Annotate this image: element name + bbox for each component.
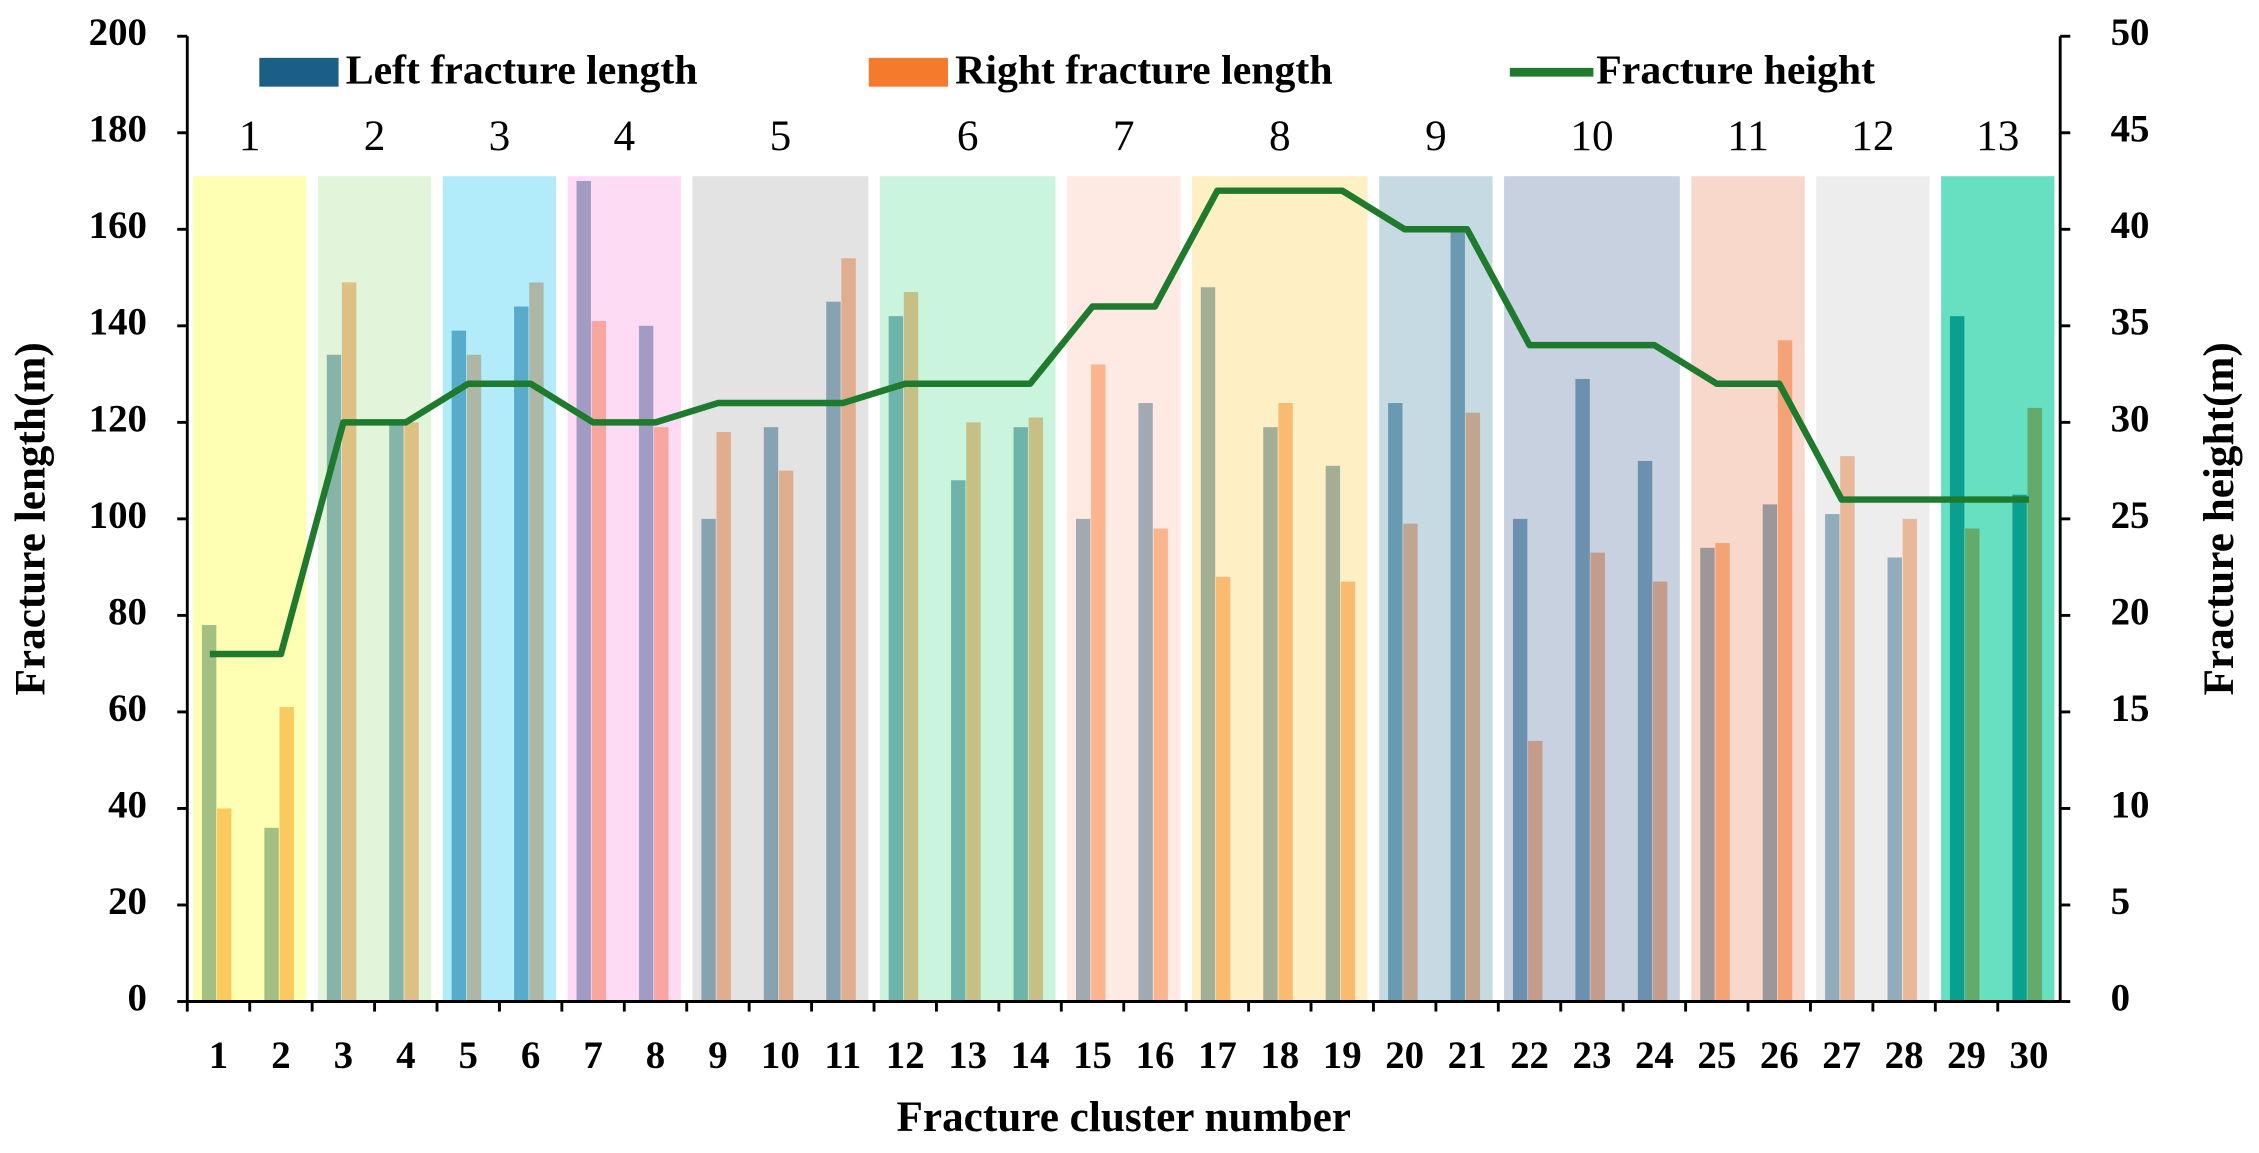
y-tick-label: 140 bbox=[89, 301, 147, 344]
x-tick-label: 14 bbox=[1011, 1034, 1050, 1077]
x-tick-label: 26 bbox=[1760, 1034, 1799, 1077]
stage-zone bbox=[317, 176, 432, 1002]
x-tick-label: 9 bbox=[708, 1034, 727, 1077]
y2-tick-label: 5 bbox=[2111, 880, 2130, 923]
y-tick-label: 180 bbox=[89, 108, 147, 151]
x-tick-label: 30 bbox=[2010, 1034, 2049, 1077]
stage-label: 12 bbox=[1851, 112, 1894, 160]
y2-tick-label: 15 bbox=[2111, 687, 2150, 730]
stage-zone bbox=[1941, 176, 2055, 1002]
y-axis-title: Fracture length(m) bbox=[6, 342, 54, 695]
y2-tick-label: 0 bbox=[2111, 976, 2130, 1019]
stage-zone bbox=[1504, 176, 1680, 1002]
x-tick-label: 8 bbox=[646, 1034, 665, 1077]
y-tick-label: 60 bbox=[108, 687, 147, 730]
stage-zone bbox=[1691, 176, 1805, 1002]
y2-tick-label: 45 bbox=[2111, 108, 2150, 151]
stage-label: 3 bbox=[489, 112, 511, 160]
stage-zone bbox=[567, 176, 681, 1002]
stage-label: 10 bbox=[1570, 112, 1613, 160]
x-tick-label: 23 bbox=[1573, 1034, 1612, 1077]
x-tick-label: 2 bbox=[271, 1034, 290, 1077]
x-tick-label: 12 bbox=[886, 1034, 925, 1077]
y-tick-label: 100 bbox=[89, 494, 147, 537]
stage-zone bbox=[879, 176, 1056, 1002]
legend-label: Right fracture length bbox=[955, 47, 1332, 93]
stage-label: 2 bbox=[364, 112, 386, 160]
x-tick-label: 15 bbox=[1073, 1034, 1112, 1077]
stage-label: 11 bbox=[1727, 112, 1769, 160]
stage-zone bbox=[1191, 176, 1368, 1002]
stage-label: 5 bbox=[770, 112, 792, 160]
x-tick-label: 22 bbox=[1510, 1034, 1549, 1077]
y2-tick-label: 50 bbox=[2111, 11, 2150, 54]
x-tick-label: 28 bbox=[1885, 1034, 1924, 1077]
y-tick-label: 20 bbox=[108, 880, 147, 923]
stage-label: 4 bbox=[613, 112, 635, 160]
y-tick-label: 80 bbox=[108, 590, 147, 633]
x-tick-label: 25 bbox=[1697, 1034, 1736, 1077]
stage-zone bbox=[1816, 176, 1930, 1002]
y-tick-label: 160 bbox=[89, 204, 147, 247]
y2-tick-label: 40 bbox=[2111, 204, 2150, 247]
y2-tick-label: 35 bbox=[2111, 301, 2150, 344]
stage-zone bbox=[1067, 176, 1181, 1002]
stage-label: 1 bbox=[239, 112, 261, 160]
x-tick-label: 10 bbox=[761, 1034, 800, 1077]
x-tick-label: 1 bbox=[209, 1034, 228, 1077]
legend-label: Left fracture length bbox=[346, 47, 698, 93]
x-tick-label: 18 bbox=[1260, 1034, 1299, 1077]
y2-tick-label: 30 bbox=[2111, 397, 2150, 440]
y-tick-label: 120 bbox=[89, 397, 147, 440]
y2-tick-label: 25 bbox=[2111, 494, 2150, 537]
x-tick-label: 29 bbox=[1947, 1034, 1986, 1077]
stage-zone bbox=[442, 176, 557, 1002]
y2-tick-label: 20 bbox=[2111, 590, 2150, 633]
legend-swatch bbox=[259, 57, 339, 87]
x-tick-label: 6 bbox=[521, 1034, 540, 1077]
y-tick-label: 40 bbox=[108, 783, 147, 826]
y-tick-label: 200 bbox=[89, 11, 147, 54]
x-tick-label: 27 bbox=[1822, 1034, 1861, 1077]
legend-swatch bbox=[868, 57, 948, 87]
x-tick-label: 16 bbox=[1136, 1034, 1175, 1077]
stage-zone bbox=[193, 176, 307, 1002]
x-tick-label: 4 bbox=[396, 1034, 415, 1077]
x-tick-label: 13 bbox=[948, 1034, 987, 1077]
stage-zone bbox=[692, 176, 869, 1002]
legend-label: Fracture height bbox=[1596, 47, 1875, 93]
y-tick-label: 0 bbox=[128, 976, 147, 1019]
y2-tick-label: 10 bbox=[2111, 783, 2150, 826]
stage-label: 9 bbox=[1425, 112, 1447, 160]
stage-label: 6 bbox=[957, 112, 979, 160]
y2-axis-title: Fracture height(m) bbox=[2195, 342, 2243, 695]
x-tick-label: 5 bbox=[459, 1034, 478, 1077]
stage-zone bbox=[1379, 176, 1493, 1002]
x-tick-label: 7 bbox=[583, 1034, 602, 1077]
x-tick-label: 24 bbox=[1635, 1034, 1674, 1077]
stage-label: 8 bbox=[1269, 112, 1291, 160]
x-tick-label: 11 bbox=[824, 1034, 861, 1077]
x-tick-label: 19 bbox=[1323, 1034, 1362, 1077]
x-tick-label: 3 bbox=[334, 1034, 353, 1077]
x-tick-label: 20 bbox=[1385, 1034, 1424, 1077]
overlay: 1 2 3 4 5 6 7 8 9 10 11 12 13 bbox=[193, 112, 2055, 1002]
x-tick-label: 17 bbox=[1198, 1034, 1237, 1077]
height-line bbox=[209, 187, 2029, 658]
stage-label: 7 bbox=[1113, 112, 1135, 160]
x-axis-title: Fracture cluster number bbox=[896, 1093, 1351, 1141]
x-tick-label: 21 bbox=[1448, 1034, 1487, 1077]
stage-label: 13 bbox=[1976, 112, 2019, 160]
